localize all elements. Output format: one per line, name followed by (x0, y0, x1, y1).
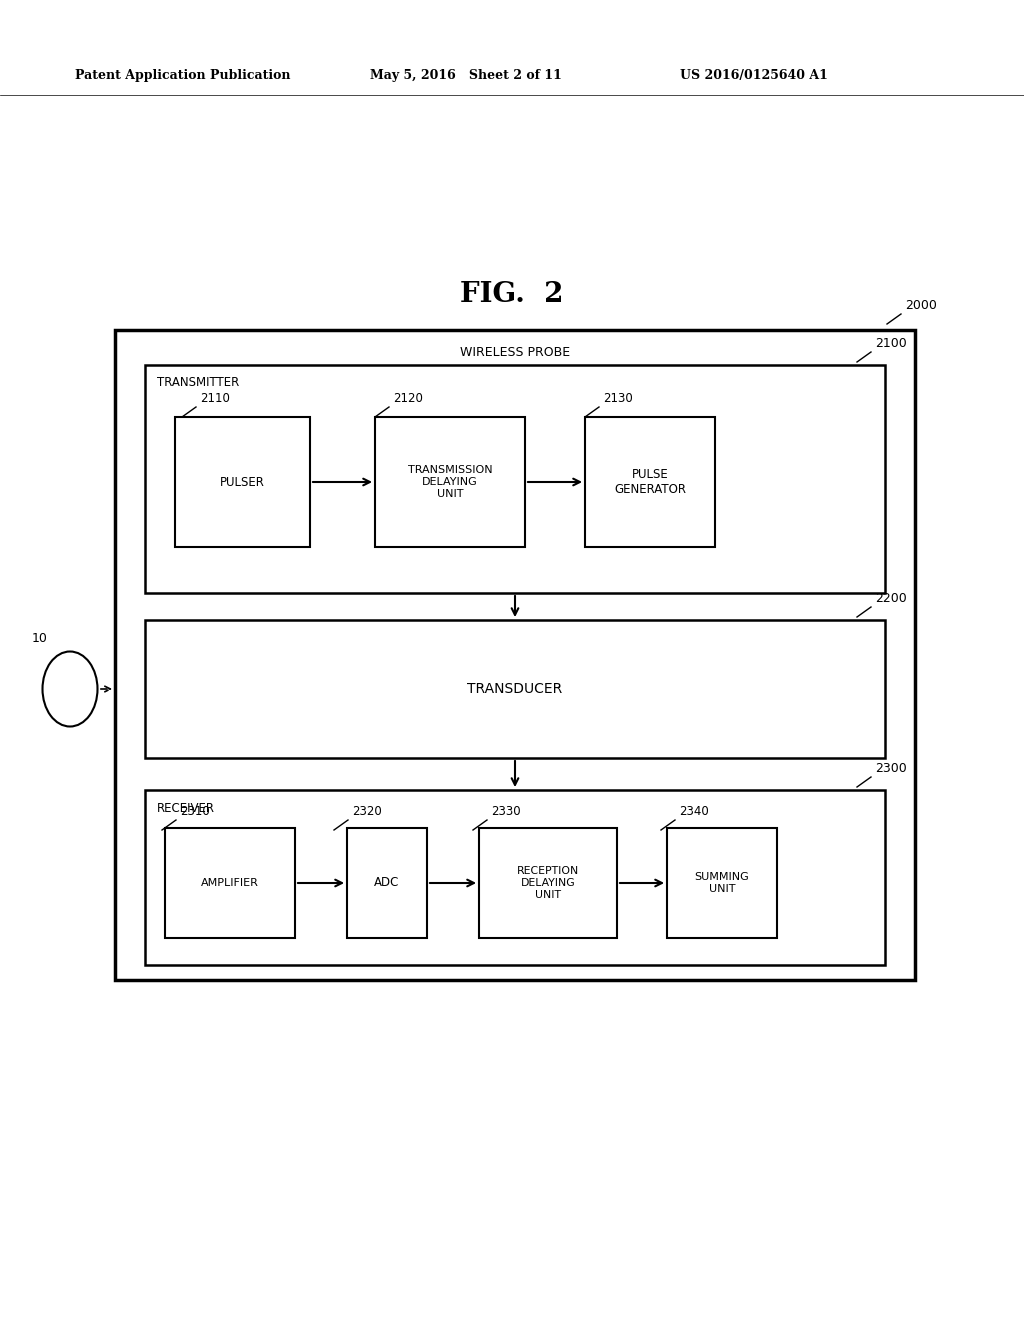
Bar (347, 828, 427, 939)
Bar (145, 620, 885, 758)
Text: RECEIVER: RECEIVER (157, 801, 215, 814)
Bar (667, 828, 777, 939)
Text: 10: 10 (32, 632, 48, 645)
Text: 2310: 2310 (180, 805, 210, 818)
Text: Patent Application Publication: Patent Application Publication (75, 69, 291, 82)
Text: 2130: 2130 (603, 392, 633, 405)
Bar (145, 789, 885, 965)
Text: AMPLIFIER: AMPLIFIER (201, 878, 259, 888)
Text: 2000: 2000 (905, 300, 937, 312)
Text: May 5, 2016   Sheet 2 of 11: May 5, 2016 Sheet 2 of 11 (370, 69, 562, 82)
Bar (145, 366, 885, 593)
Text: 2330: 2330 (490, 805, 520, 818)
Text: TRANSDUCER: TRANSDUCER (467, 682, 562, 696)
Text: 2110: 2110 (200, 392, 229, 405)
Bar (375, 417, 525, 546)
Bar (585, 417, 715, 546)
Text: TRANSMITTER: TRANSMITTER (157, 376, 240, 389)
Bar (479, 828, 617, 939)
Bar (115, 330, 915, 979)
Bar (165, 828, 295, 939)
Ellipse shape (43, 652, 97, 726)
Text: WIRELESS PROBE: WIRELESS PROBE (460, 346, 570, 359)
Text: US 2016/0125640 A1: US 2016/0125640 A1 (680, 69, 827, 82)
Text: 2100: 2100 (874, 337, 906, 350)
Text: 2120: 2120 (393, 392, 423, 405)
Text: 2340: 2340 (679, 805, 709, 818)
Text: TRANSMISSION
DELAYING
UNIT: TRANSMISSION DELAYING UNIT (408, 466, 493, 499)
Text: PULSE
GENERATOR: PULSE GENERATOR (614, 469, 686, 496)
Text: SUMMING
UNIT: SUMMING UNIT (694, 873, 750, 894)
Text: RECEPTION
DELAYING
UNIT: RECEPTION DELAYING UNIT (517, 866, 580, 900)
Text: 2300: 2300 (874, 762, 906, 775)
Text: 2200: 2200 (874, 591, 906, 605)
Text: PULSER: PULSER (219, 475, 264, 488)
Bar (175, 417, 310, 546)
Text: ADC: ADC (375, 876, 399, 890)
Text: 2320: 2320 (352, 805, 382, 818)
Text: FIG.  2: FIG. 2 (460, 281, 564, 309)
